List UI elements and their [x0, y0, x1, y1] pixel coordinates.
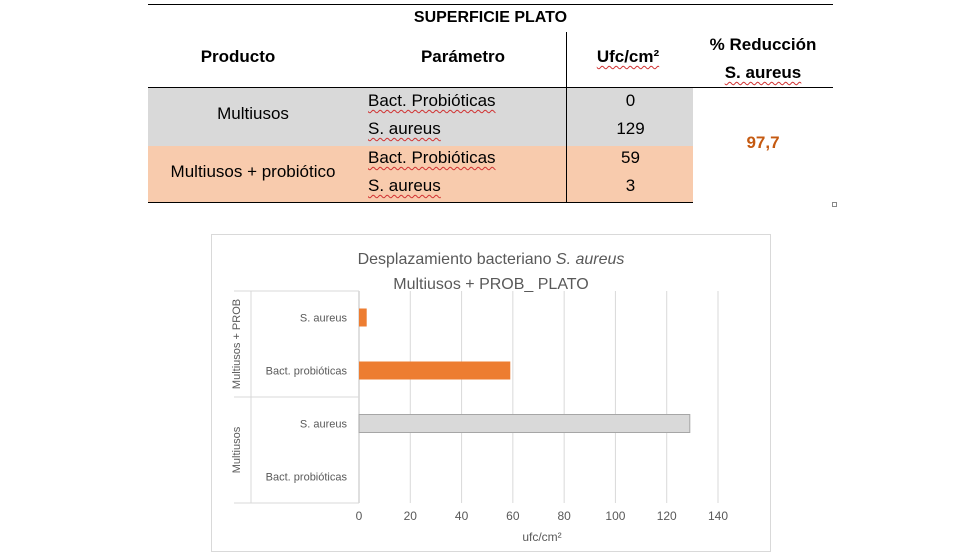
category-label: S. aureus	[300, 419, 348, 431]
table-bottom-rule	[148, 202, 693, 203]
parametro-cell: S. aureus	[368, 173, 558, 199]
table-top-rule	[148, 4, 833, 5]
chart-title-line2: Multiusos + PROB_ PLATO	[393, 276, 588, 293]
header-ufc-text: Ufc/cm²	[596, 47, 660, 66]
category-label: Bact. probióticas	[266, 366, 348, 378]
chart-title-prefix: Desplazamiento bacteriano	[358, 251, 556, 268]
producto-multiusos-probiotico: Multiusos + probiótico	[170, 162, 336, 181]
multiusos-probiotico-row-shading	[148, 146, 693, 202]
table-column-divider	[566, 32, 567, 203]
x-tick-label: 100	[605, 509, 625, 523]
header-parametro: Parámetro	[420, 47, 506, 66]
multiusos-row-shading	[148, 88, 693, 146]
header-ufc: Ufc/cm²	[578, 44, 678, 70]
x-tick-label: 140	[708, 509, 728, 523]
group-label: Multiusos + PROB	[231, 299, 243, 389]
chart-title-line1: Desplazamiento bacteriano S. aureus	[358, 251, 625, 268]
group-label: Multiusos	[231, 426, 243, 473]
parametro-cell: Bact. Probióticas	[368, 145, 558, 171]
header-reduccion-line2-text: S. aureus	[724, 63, 802, 82]
x-tick-label: 60	[506, 509, 520, 523]
header-reduccion-line1: % Reducción	[709, 35, 817, 54]
reduccion-value: 97,7	[746, 133, 780, 152]
plot-area: 0 20 40 60 80 100 120 140 S. aureus Bact. probiót…	[231, 290, 728, 523]
parametro-text: Bact. Probióticas	[368, 148, 496, 167]
x-tick-label: 0	[356, 509, 363, 523]
x-tick-label: 20	[404, 509, 418, 523]
x-tick-label: 40	[455, 509, 469, 523]
ufc-value: 59	[621, 148, 640, 167]
category-label: Bact. probióticas	[266, 472, 348, 484]
bar	[359, 361, 511, 380]
table-header-rule	[148, 87, 833, 88]
table-resize-handle[interactable]	[832, 202, 837, 207]
x-tick-label: 80	[557, 509, 571, 523]
summary-table: SUPERFICIE PLATO Producto Parámetro Ufc/…	[148, 4, 837, 207]
x-tick-label: 120	[657, 509, 677, 523]
parametro-text: Bact. Probióticas	[368, 91, 496, 110]
parametro-cell: Bact. Probióticas	[368, 88, 558, 114]
ufc-value: 0	[625, 91, 636, 110]
header-reduccion-line2: S. aureus	[693, 60, 833, 86]
bar	[359, 308, 367, 327]
producto-multiusos: Multiusos	[217, 104, 289, 123]
chart-container[interactable]: Desplazamiento bacteriano S. aureus Mult…	[211, 234, 771, 552]
chart-title-italic: S. aureus	[556, 251, 624, 268]
header-producto: Producto	[200, 47, 276, 66]
table-title: SUPERFICIE PLATO	[413, 9, 568, 26]
ufc-value: 3	[625, 176, 636, 195]
parametro-text: S. aureus	[368, 119, 441, 138]
bar	[358, 414, 691, 433]
ufc-value: 129	[616, 119, 645, 138]
bar-chart: Desplazamiento bacteriano S. aureus Mult…	[231, 251, 728, 544]
category-label: S. aureus	[300, 313, 348, 325]
parametro-cell: S. aureus	[368, 116, 558, 142]
parametro-text: S. aureus	[368, 176, 441, 195]
x-axis-title: ufc/cm²	[522, 530, 561, 544]
